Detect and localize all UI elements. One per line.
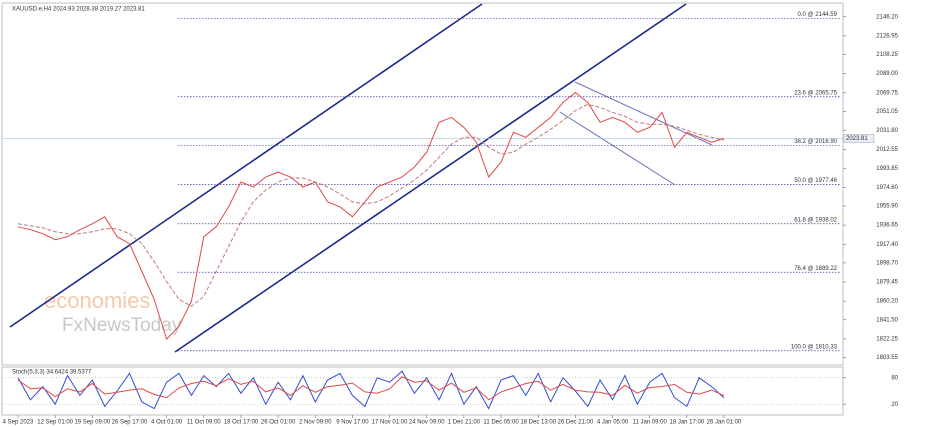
channel-line xyxy=(574,81,713,146)
x-tick-label: 11 Oct 09:00 xyxy=(187,420,222,426)
y-tick-label: 1879.45 xyxy=(876,280,898,286)
x-tick-label: 24 Nov 09:00 xyxy=(409,420,445,426)
fib-label: 0.0 @ 2144.59 xyxy=(798,12,838,18)
y-tick-label: 2126.95 xyxy=(876,33,898,39)
y-tick-label: 2051.05 xyxy=(876,109,898,115)
y-tick-label: 1955.90 xyxy=(876,204,898,210)
y-tick-label: 2012.55 xyxy=(876,147,898,153)
x-tick-label: 1 Dec 21:00 xyxy=(448,420,481,426)
y-tick-label: 1898.70 xyxy=(876,260,898,266)
x-tick-label: 12 Sep 01:00 xyxy=(37,420,73,426)
stoch-line xyxy=(17,376,725,401)
x-tick-label: 18 Jan 17:00 xyxy=(669,420,704,426)
stoch-title: Stoch(5,3,3) 34.6424 39.5377 xyxy=(12,370,92,376)
last-price-box xyxy=(843,134,875,143)
y-tick-label: 1822.25 xyxy=(876,336,898,342)
y-tick-label: 2069.75 xyxy=(876,90,898,96)
x-tick-label: 17 Nov 01:00 xyxy=(372,420,408,426)
x-tick-label: 11 Jan 09:00 xyxy=(633,420,668,426)
y-tick-label: 1803.55 xyxy=(876,355,898,361)
x-tick-label: 18 Oct 17:00 xyxy=(224,420,259,426)
y-tick-label: 2089.00 xyxy=(876,71,898,77)
channel-line xyxy=(559,111,676,186)
y-tick-label: 1917.40 xyxy=(876,242,898,248)
price-line xyxy=(17,91,725,341)
stoch-panel xyxy=(1,366,844,416)
chart-title: XAUUSD.e,H4 2024.93 2028.38 2019.27 2023… xyxy=(12,7,145,13)
x-tick-label: 4 Sep 2023 xyxy=(3,420,34,426)
x-tick-label: 2 Nov 09:00 xyxy=(299,420,332,426)
fib-label: 61.8 @ 1938.02 xyxy=(794,217,837,223)
watermark: economies xyxy=(44,288,150,313)
fib-label: 23.6 @ 2065.75 xyxy=(794,90,837,96)
x-tick-label: 19 Sep 09:00 xyxy=(74,420,110,426)
y-tick-label: 20 xyxy=(891,402,898,408)
y-tick-label: 2108.25 xyxy=(876,52,898,58)
x-tick-label: 26 Jan 01:00 xyxy=(707,420,742,426)
channel-line xyxy=(9,3,483,328)
last-price-label: 2023.81 xyxy=(846,136,868,142)
x-tick-label: 11 Dec 05:00 xyxy=(483,420,519,426)
y-tick-label: 1936.65 xyxy=(876,223,898,229)
fib-label: 100.0 @ 1810.33 xyxy=(791,344,838,350)
price-line xyxy=(17,103,725,307)
x-tick-label: 26 Dec 21:00 xyxy=(558,420,594,426)
y-tick-label: 1860.20 xyxy=(876,299,898,305)
fib-label: 38.2 @ 2016.90 xyxy=(794,139,837,145)
fib-label: 50.0 @ 1977.46 xyxy=(794,178,837,184)
x-tick-label: 4 Oct 01:00 xyxy=(151,420,183,426)
x-tick-label: 18 Dec 13:00 xyxy=(520,420,556,426)
y-tick-label: 2146.20 xyxy=(876,14,898,20)
y-tick-label: 1993.85 xyxy=(876,166,898,172)
y-tick-label: 1974.60 xyxy=(876,185,898,191)
fib-label: 76.4 @ 1889.22 xyxy=(794,266,837,272)
y-tick-label: 1841.50 xyxy=(876,317,898,323)
y-tick-label: 2031.80 xyxy=(876,128,898,134)
watermark: FxNewsToday xyxy=(62,315,182,336)
x-tick-label: 4 Jan 05:00 xyxy=(597,420,629,426)
x-tick-label: 9 Nov 17:00 xyxy=(336,420,369,426)
y-tick-label: 80 xyxy=(891,375,898,381)
x-tick-label: 26 Oct 01:00 xyxy=(261,420,296,426)
price-panel xyxy=(1,2,844,366)
x-tick-label: 26 Sep 17:00 xyxy=(112,420,148,426)
channel-line xyxy=(174,3,687,353)
